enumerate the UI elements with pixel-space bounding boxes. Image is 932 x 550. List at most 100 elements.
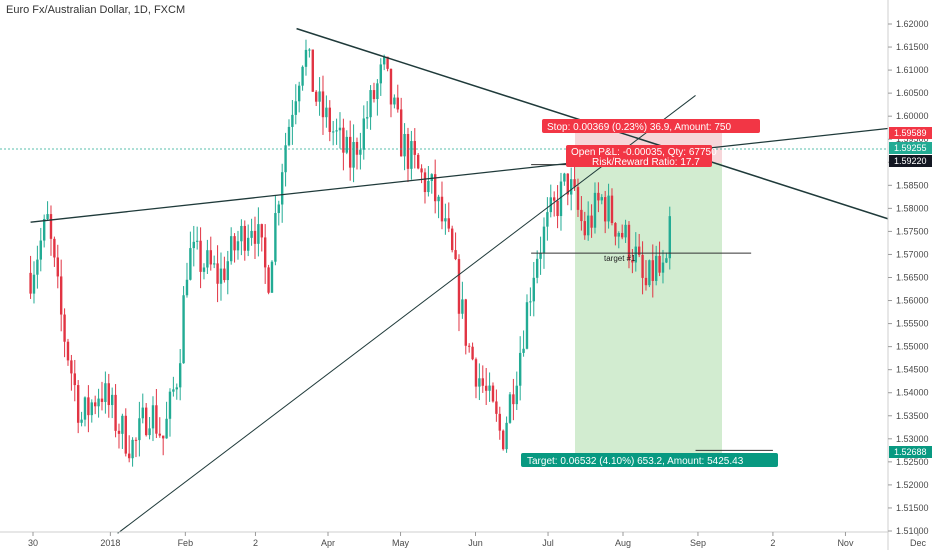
price-tag-label: 1.59255 bbox=[894, 143, 927, 153]
candle-body bbox=[566, 173, 569, 195]
date-tick-label: Dec bbox=[910, 538, 927, 548]
candle-body bbox=[539, 252, 542, 259]
candle-body bbox=[280, 172, 284, 205]
target-label-text: Target: 0.06532 (4.10%) 653.2, Amount: 5… bbox=[527, 456, 744, 467]
candle-body bbox=[454, 250, 457, 260]
candle-body bbox=[195, 240, 199, 242]
candle-body bbox=[243, 225, 246, 251]
candle-body bbox=[590, 215, 593, 228]
candle-body bbox=[325, 107, 328, 118]
candle-body bbox=[104, 383, 107, 402]
candle-body bbox=[117, 430, 121, 434]
profit-zone bbox=[575, 163, 722, 453]
candle-body bbox=[297, 85, 301, 102]
candle-body bbox=[474, 359, 478, 387]
candle-body bbox=[345, 136, 348, 153]
candle-body bbox=[291, 114, 294, 127]
candle-body bbox=[121, 415, 124, 434]
price-tick-label: 1.56000 bbox=[896, 296, 929, 306]
candle-body bbox=[379, 64, 382, 84]
price-tick-label: 1.60000 bbox=[896, 111, 929, 121]
candle-body bbox=[386, 56, 389, 69]
candle-body bbox=[576, 187, 580, 210]
price-tick-label: 1.56500 bbox=[896, 272, 929, 282]
symbol-title: Euro Fx/Australian Dollar, 1D, FXCM bbox=[6, 4, 186, 16]
candle-body bbox=[620, 232, 624, 238]
candle-body bbox=[202, 267, 206, 272]
candle-body bbox=[331, 131, 335, 133]
candle-body bbox=[301, 66, 304, 86]
trendline[interactable] bbox=[30, 123, 932, 223]
candle-body bbox=[522, 348, 525, 353]
candle-body bbox=[189, 248, 192, 280]
candle-body bbox=[529, 301, 532, 303]
price-tick-label: 1.57000 bbox=[896, 249, 929, 259]
price-tick-label: 1.52500 bbox=[896, 457, 929, 467]
candle-body bbox=[410, 141, 413, 169]
pnl-label-box: Open P&L: -0.00035, Qty: 67750 Risk/Rewa… bbox=[566, 145, 717, 168]
candle-body bbox=[600, 197, 603, 201]
candle-body bbox=[413, 141, 416, 155]
candle-body bbox=[362, 118, 365, 150]
candle-body bbox=[199, 240, 202, 272]
date-tick-label: 2 bbox=[253, 538, 258, 548]
candle-body bbox=[138, 418, 141, 441]
candle-body bbox=[328, 107, 331, 132]
candle-body bbox=[532, 277, 535, 302]
candle-body bbox=[155, 405, 158, 434]
target-note: target #1 bbox=[604, 254, 636, 263]
candle-body bbox=[355, 141, 359, 155]
candle-body bbox=[658, 255, 661, 273]
candle-body bbox=[124, 415, 127, 454]
candle-body bbox=[158, 433, 161, 436]
candle-body bbox=[583, 221, 586, 236]
candle-body bbox=[209, 250, 212, 265]
price-axis[interactable]: 1.51000 1.51500 1.52000 1.52500 1.53000 1.535… bbox=[887, 0, 932, 550]
candle-body bbox=[114, 394, 117, 431]
price-tag bbox=[889, 155, 932, 167]
candle-body bbox=[437, 196, 440, 202]
candle-body bbox=[433, 174, 437, 202]
price-tick-label: 1.52000 bbox=[896, 480, 929, 490]
candle-body bbox=[212, 263, 216, 265]
candle-body bbox=[73, 373, 76, 386]
price-tick-label: 1.51500 bbox=[896, 503, 929, 513]
candle-body bbox=[420, 168, 423, 173]
candle-body bbox=[654, 255, 658, 281]
candle-body bbox=[603, 197, 607, 222]
candle-body bbox=[219, 268, 223, 284]
candle-body bbox=[423, 172, 427, 193]
candle-body bbox=[100, 398, 104, 402]
candle-body bbox=[614, 223, 617, 237]
candle-body bbox=[627, 224, 631, 261]
candle-body bbox=[192, 241, 195, 249]
trendline[interactable] bbox=[117, 95, 696, 534]
candle-body bbox=[665, 258, 668, 263]
candle-body bbox=[525, 302, 529, 349]
candle-body bbox=[651, 260, 654, 281]
candle-body bbox=[512, 394, 515, 405]
candle-body bbox=[393, 97, 396, 105]
time-axis[interactable]: 302018Feb2AprMayJunJulAugSep2NovDec2019 bbox=[0, 531, 932, 548]
candle-body bbox=[644, 277, 648, 286]
date-tick-label: May bbox=[392, 538, 410, 548]
candle-body bbox=[66, 341, 70, 361]
price-tag bbox=[889, 127, 932, 139]
candle-body bbox=[597, 192, 600, 201]
candle-body bbox=[338, 127, 342, 131]
candle-body bbox=[648, 260, 651, 286]
candle-body bbox=[372, 90, 376, 100]
candle-body bbox=[216, 263, 219, 284]
price-tick-label: 1.61000 bbox=[896, 65, 929, 75]
candle-body bbox=[206, 250, 209, 268]
candle-body bbox=[314, 91, 318, 102]
candle-body bbox=[573, 179, 576, 188]
price-tick-label: 1.54000 bbox=[896, 388, 929, 398]
candle-body bbox=[90, 402, 93, 416]
candle-body bbox=[427, 180, 430, 193]
candle-body bbox=[131, 439, 134, 459]
target-label-box: Target: 0.06532 (4.10%) 653.2, Amount: 5… bbox=[521, 453, 778, 467]
date-ticks: 302018Feb2AprMayJunJulAugSep2NovDec2019 bbox=[28, 532, 927, 548]
candle-body bbox=[151, 405, 155, 429]
